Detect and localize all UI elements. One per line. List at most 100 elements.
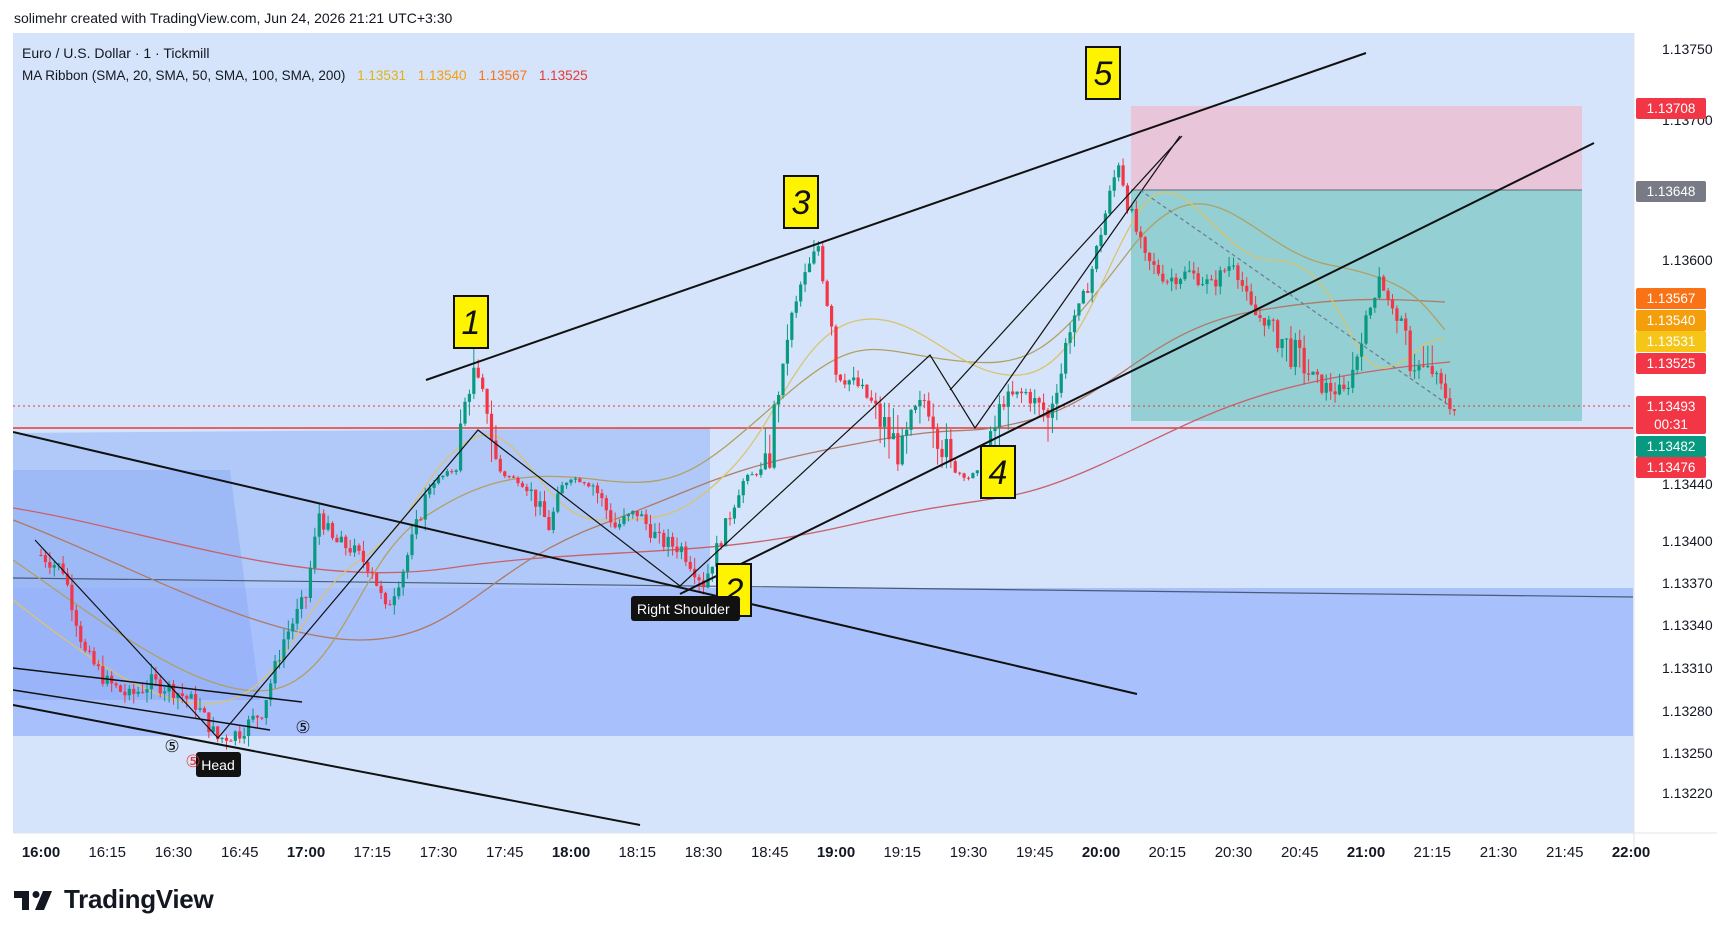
candle-21: [132, 683, 136, 704]
candle-body-22: [136, 691, 140, 694]
price-label-2: 1.13567: [1636, 288, 1706, 309]
candle-body-207: [953, 461, 957, 473]
candle-body-114: [542, 501, 547, 518]
candle-164: [763, 428, 767, 471]
candle-83: [405, 552, 410, 579]
candle-body-121: [573, 478, 578, 480]
price-chart[interactable]: 1 2 3 4 5 Right Shoulder: [0, 0, 1717, 860]
candle-body-254: [1161, 273, 1165, 282]
legend-indicator-line: MA Ribbon (SMA, 20, SMA, 50, SMA, 100, S…: [22, 68, 588, 83]
candle-277: [1262, 317, 1267, 337]
candle-body-38: [207, 712, 211, 733]
candle-318: [1443, 374, 1448, 404]
candle-157: [732, 504, 737, 525]
candle-104: [498, 454, 502, 474]
candle-body-18: [118, 685, 123, 692]
candle-body-87: [423, 494, 427, 520]
candle-body-52: [269, 683, 273, 701]
candle-body-206: [949, 439, 953, 462]
candle-body-47: [246, 719, 251, 737]
candle-114: [542, 490, 547, 518]
candle-14: [101, 655, 105, 687]
candle-149: [697, 574, 701, 591]
candle-body-2: [48, 562, 52, 568]
candle-body-307: [1395, 308, 1399, 321]
candle-body-80: [392, 596, 396, 606]
candle-body-74: [366, 561, 370, 572]
candle-body-291: [1324, 382, 1328, 393]
candle-38: [207, 712, 211, 739]
candle-body-124: [587, 483, 591, 487]
candle-body-261: [1192, 270, 1196, 274]
candle-body-199: [918, 399, 922, 407]
wave-path: [34, 135, 1181, 739]
candle-body-185: [856, 377, 860, 387]
candle-227: [1041, 393, 1046, 422]
candle-292: [1329, 373, 1333, 400]
candle-body-223: [1024, 391, 1028, 394]
candle-124: [587, 482, 591, 488]
candle-body-192: [887, 417, 891, 440]
candle-body-95: [458, 423, 463, 471]
candle-body-308: [1399, 318, 1403, 321]
time-tick-1: 16:15: [88, 844, 126, 860]
candle-body-29: [167, 683, 171, 692]
candle-body-309: [1404, 318, 1408, 331]
candle-180: [834, 324, 838, 383]
head-text: Head: [201, 757, 234, 773]
candle-body-311: [1412, 370, 1417, 372]
ma-100-line: [13, 298, 1446, 641]
candle-body-37: [202, 708, 207, 713]
candle-body-220: [1011, 391, 1015, 395]
time-axis[interactable]: 16:00 16:15 16:30 16:45 17:00 17:15 17:30 17:45…: [22, 844, 1650, 860]
candle-body-319: [1448, 398, 1452, 410]
candle-116: [551, 507, 555, 534]
price-label-5: 1.13525: [1636, 353, 1706, 374]
price-label-0: 1.13708: [1636, 98, 1706, 119]
candle-body-39: [211, 726, 215, 733]
candle-body-204: [940, 448, 944, 458]
candle-67: [335, 534, 339, 543]
candle-248: [1134, 200, 1138, 235]
price-label-sub-6: 00:31: [1654, 417, 1688, 432]
candle-body-174: [807, 263, 812, 273]
price-axis[interactable]: 1.13220 1.13250 1.13280 1.13310 1.13340 1.133…: [1662, 41, 1713, 801]
candle-body-115: [547, 517, 551, 531]
candle-body-126: [595, 485, 600, 494]
candle-315: [1430, 345, 1434, 378]
candle-64: [322, 509, 326, 535]
candle-body-91: [441, 475, 445, 478]
candle-160: [746, 473, 750, 485]
candle-body-109: [520, 483, 525, 487]
candle-311: [1412, 353, 1417, 380]
candle-body-238: [1090, 268, 1094, 293]
candle-body-1: [43, 555, 48, 563]
candle-body-255: [1165, 281, 1169, 283]
candle-body-221: [1015, 391, 1019, 395]
candle-body-292: [1329, 382, 1333, 392]
candle-body-202: [931, 416, 935, 430]
candle-238: [1090, 265, 1094, 303]
candle-36: [198, 698, 202, 713]
candle-body-43: [229, 740, 233, 742]
candle-44: [233, 730, 237, 746]
candle-body-288: [1311, 371, 1315, 375]
candle-50: [260, 716, 264, 721]
candle-179: [829, 304, 834, 336]
wave-label-4: 4: [980, 445, 1016, 499]
price-tick-5: 1.13370: [1662, 575, 1713, 591]
legend-indicator: MA Ribbon (SMA, 20, SMA, 50, SMA, 100, S…: [22, 68, 345, 83]
candle-59: [299, 590, 304, 619]
right-shoulder-text: Right Shoulder: [637, 601, 730, 617]
candle-141: [662, 529, 666, 552]
candle-166: [772, 400, 776, 470]
candle-256: [1170, 268, 1174, 292]
time-tick-19: 20:45: [1281, 844, 1319, 860]
candle-body-144: [675, 546, 679, 553]
candle-13: [96, 660, 101, 671]
marker-5-left: ⑤: [164, 737, 179, 756]
candle-139: [653, 523, 657, 539]
candle-296: [1346, 381, 1350, 396]
candle-body-304: [1382, 276, 1386, 291]
candle-111: [529, 482, 533, 502]
